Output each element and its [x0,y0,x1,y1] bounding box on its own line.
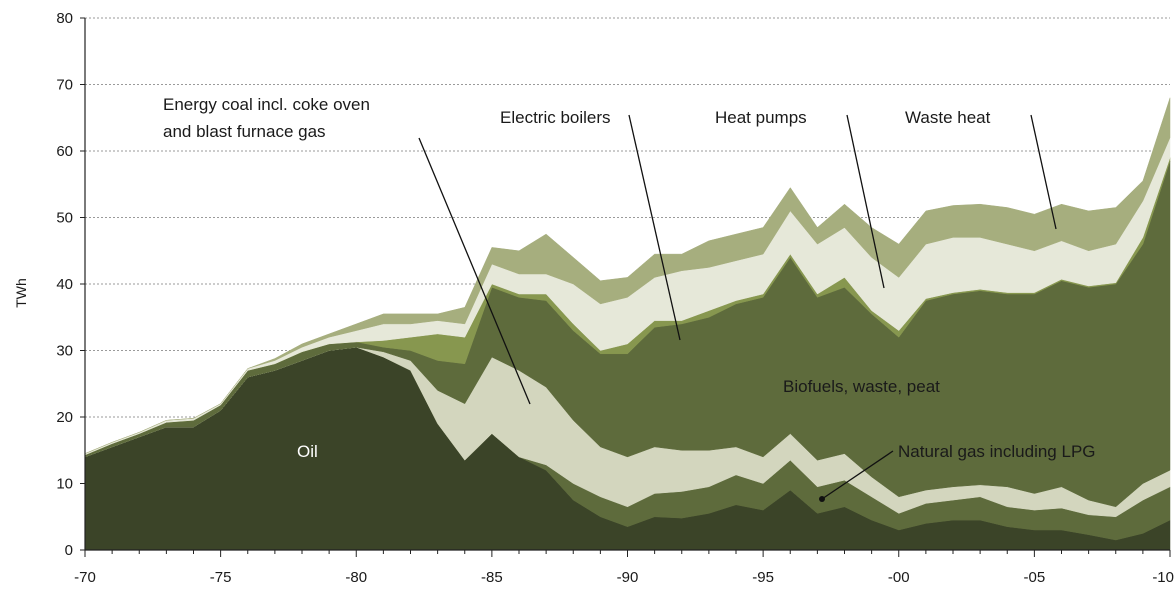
x-tick-label: -95 [752,569,774,586]
label-energy-coal-line2: and blast furnace gas [163,122,326,141]
y-tick-label: 40 [56,276,73,293]
leader-natural-gas [821,450,894,500]
y-tick-labels: 0 10 20 30 40 50 60 70 80 [56,10,73,559]
x-tick-labels: -70 -75 -80 -85 -90 -95 -00 -05 -10 [74,569,1174,586]
x-tick-label: -90 [617,569,639,586]
leader-waste-heat [1030,114,1057,230]
x-tick-label: -85 [481,569,503,586]
leader-heat-pumps [846,114,885,289]
y-tick-label: 30 [56,343,73,360]
label-waste-heat: Waste heat [905,108,991,127]
y-tick-label: 50 [56,210,73,227]
y-tick-label: 10 [56,476,73,493]
leader-natural-gas-dot [819,496,825,502]
axes [80,17,1171,557]
leader-energy-coal [418,137,531,405]
x-tick-label: -70 [74,569,96,586]
x-tick-label: -05 [1024,569,1046,586]
x-tick-label: -10 [1152,569,1174,586]
annotation-leader-lines [418,114,1057,502]
y-tick-label: 60 [56,143,73,160]
x-tick-label: -00 [888,569,910,586]
y-tick-label: 80 [56,10,73,27]
y-tick-label: 0 [65,542,73,559]
x-tick-label: -80 [345,569,367,586]
area-waste-heat [84,97,1171,454]
label-natural-gas: Natural gas including LPG [898,442,1096,461]
y-tick-label: 70 [56,77,73,94]
y-tick-label: 20 [56,409,73,426]
leader-electric-boilers [628,114,681,341]
label-electric-boilers: Electric boilers [500,108,611,127]
y-axis-label: TWh [13,278,29,308]
x-tick-label: -75 [210,569,232,586]
label-energy-coal-line1: Energy coal incl. coke oven [163,95,370,114]
area-layers [84,97,1171,551]
label-heat-pumps: Heat pumps [715,108,807,127]
label-oil: Oil [297,442,318,461]
label-biofuels: Biofuels, waste, peat [783,377,940,396]
